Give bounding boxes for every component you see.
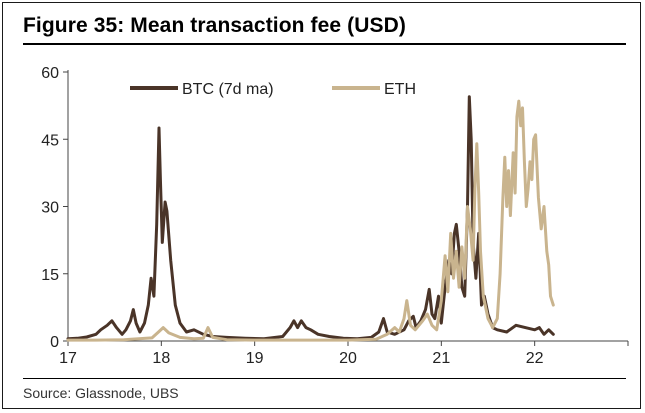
legend-label-btc: BTC (7d ma) (182, 81, 274, 98)
x-tick-label: 21 (432, 350, 450, 367)
legend-label-eth: ETH (384, 81, 416, 98)
y-tick-label: 60 (41, 65, 59, 82)
x-tick-label: 18 (152, 350, 170, 367)
y-tick-label: 45 (41, 132, 59, 149)
series-layer (66, 95, 555, 342)
x-tick-label: 22 (526, 350, 544, 367)
series-line-eth (66, 99, 555, 342)
legend: BTC (7d ma) ETH (130, 81, 416, 98)
y-tick-label: 0 (50, 334, 59, 351)
figure-title: Figure 35: Mean transaction fee (USD) (23, 14, 406, 37)
x-tick-label: 17 (59, 350, 77, 367)
y-tick-label: 15 (41, 267, 59, 284)
y-tick-label: 30 (41, 200, 59, 217)
title-rule (23, 43, 626, 45)
x-tick-label: 20 (339, 350, 357, 367)
x-tick-label: 19 (246, 350, 264, 367)
source-note: Source: Glassnode, UBS (23, 385, 179, 401)
axes: 0 15 30 45 60 17 18 19 20 21 22 (41, 65, 629, 367)
source-rule (23, 378, 626, 379)
